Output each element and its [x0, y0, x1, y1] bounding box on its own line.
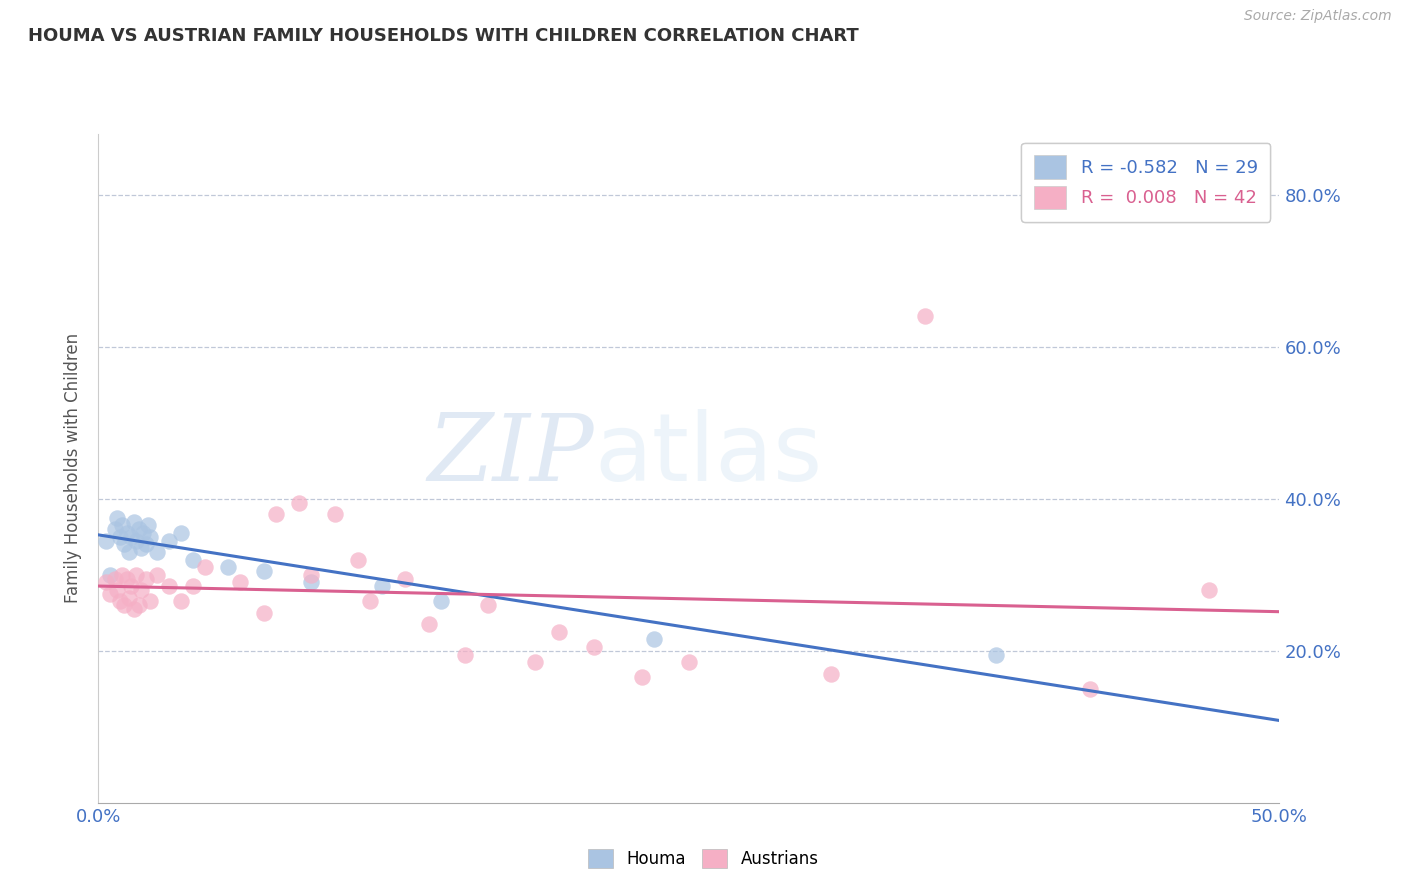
Point [128, 598, 150, 612]
Text: ZIP: ZIP [427, 410, 595, 500]
Point [139, 594, 162, 608]
Point [128, 522, 150, 536]
Point [630, 670, 652, 684]
Point [115, 525, 138, 540]
Point [1198, 582, 1220, 597]
Point [299, 575, 322, 590]
Point [418, 617, 440, 632]
Point [112, 598, 135, 612]
Point [217, 560, 239, 574]
Point [122, 515, 145, 529]
Point [111, 518, 134, 533]
Point [253, 606, 276, 620]
Point [323, 507, 346, 521]
Point [347, 552, 370, 566]
Point [299, 567, 322, 582]
Point [477, 598, 499, 612]
Point [194, 560, 217, 574]
Text: Source: ZipAtlas.com: Source: ZipAtlas.com [1244, 9, 1392, 23]
Point [98, 567, 121, 582]
Point [118, 545, 141, 559]
Legend: R = -0.582   N = 29, R =  0.008   N = 42: R = -0.582 N = 29, R = 0.008 N = 42 [1021, 143, 1271, 222]
Point [453, 648, 475, 662]
Point [135, 537, 157, 551]
Point [253, 564, 276, 578]
Y-axis label: Family Households with Children: Family Households with Children [65, 334, 83, 603]
Point [170, 525, 193, 540]
Point [118, 591, 141, 605]
Point [288, 495, 311, 509]
Point [115, 572, 138, 586]
Point [583, 640, 606, 654]
Point [820, 666, 842, 681]
Point [181, 552, 204, 566]
Point [914, 310, 936, 324]
Point [643, 632, 665, 647]
Text: atlas: atlas [595, 409, 823, 501]
Point [678, 655, 700, 669]
Point [108, 594, 131, 608]
Point [430, 594, 453, 608]
Point [132, 525, 155, 540]
Point [125, 567, 148, 582]
Point [157, 533, 180, 548]
Point [157, 579, 180, 593]
Point [105, 510, 128, 524]
Point [146, 567, 169, 582]
Point [121, 530, 143, 544]
Point [98, 587, 121, 601]
Point [125, 533, 148, 548]
Point [94, 533, 117, 548]
Text: HOUMA VS AUSTRIAN FAMILY HOUSEHOLDS WITH CHILDREN CORRELATION CHART: HOUMA VS AUSTRIAN FAMILY HOUSEHOLDS WITH… [28, 27, 859, 45]
Point [104, 572, 127, 586]
Point [112, 537, 135, 551]
Point [548, 624, 571, 639]
Point [394, 572, 416, 586]
Point [111, 567, 134, 582]
Point [1080, 681, 1102, 696]
Point [121, 579, 143, 593]
Point [104, 522, 127, 536]
Point [129, 541, 152, 555]
Point [94, 575, 117, 590]
Point [229, 575, 252, 590]
Point [359, 594, 381, 608]
Point [146, 545, 169, 559]
Point [108, 530, 131, 544]
Point [984, 648, 1007, 662]
Point [181, 579, 204, 593]
Point [264, 507, 287, 521]
Point [135, 572, 157, 586]
Point [371, 579, 394, 593]
Point [524, 655, 547, 669]
Point [139, 530, 162, 544]
Point [129, 582, 152, 597]
Point [136, 518, 159, 533]
Point [170, 594, 193, 608]
Legend: Houma, Austrians: Houma, Austrians [581, 842, 825, 875]
Point [122, 602, 145, 616]
Point [105, 582, 128, 597]
